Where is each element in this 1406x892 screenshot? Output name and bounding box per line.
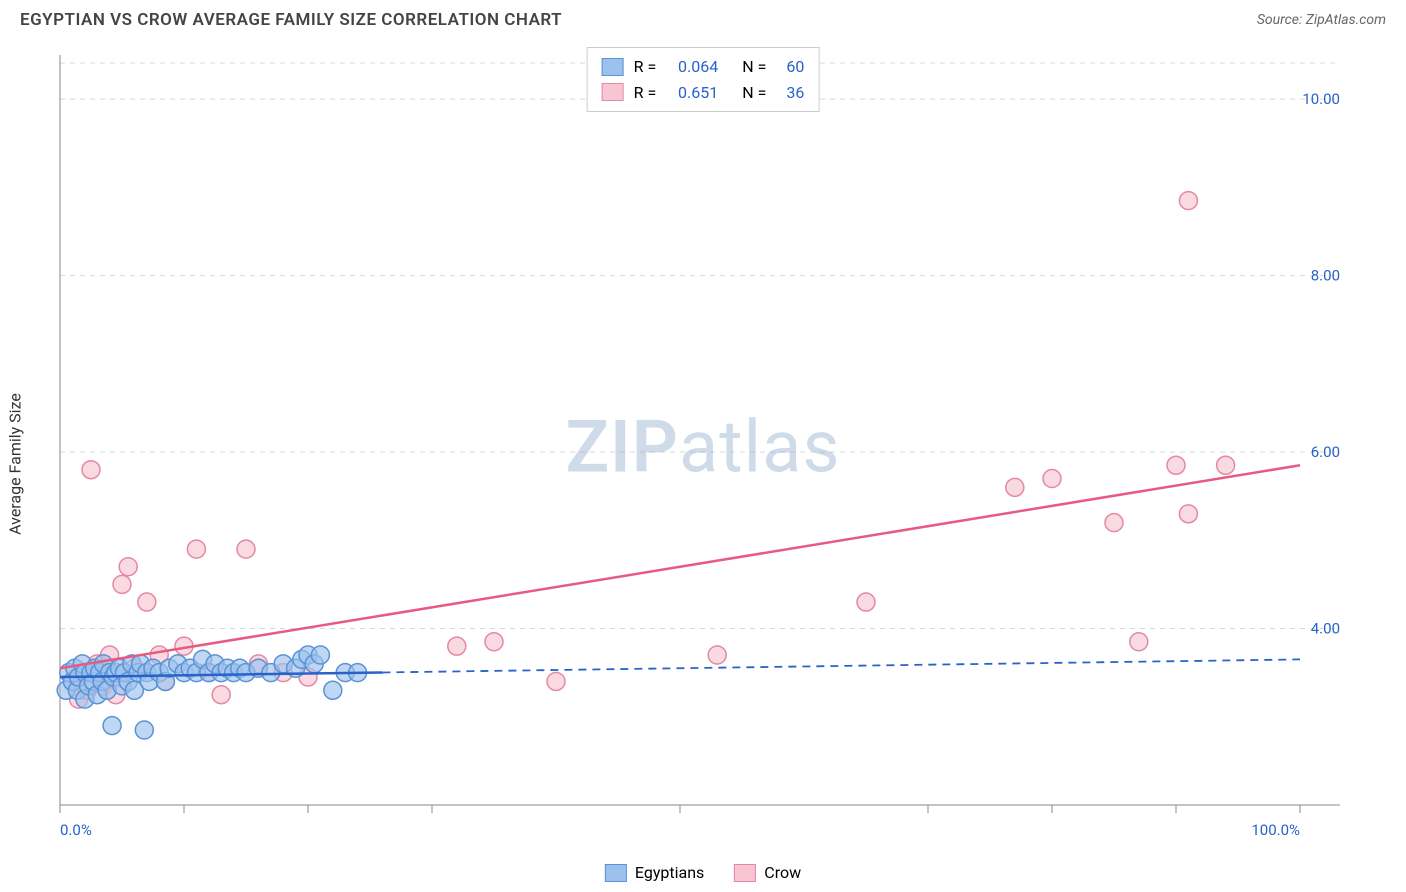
legend-item: Crow <box>734 863 801 882</box>
chart-header: EGYPTIAN VS CROW AVERAGE FAMILY SIZE COR… <box>0 0 1406 30</box>
svg-text:100.0%: 100.0% <box>1251 821 1300 839</box>
svg-text:0.0%: 0.0% <box>60 821 92 839</box>
legend-stat-row: R = 0.064 N = 60 <box>602 54 805 80</box>
n-label: N = <box>742 54 766 80</box>
legend-swatch <box>605 864 627 882</box>
legend-item: Egyptians <box>605 863 704 882</box>
series-legend: Egyptians Crow <box>605 863 801 882</box>
r-label: R = <box>634 54 657 80</box>
r-value: 0.064 <box>666 54 718 80</box>
svg-text:4.00: 4.00 <box>1311 620 1340 638</box>
correlation-legend: R = 0.064 N = 60 R = 0.651 N = 36 <box>587 47 820 112</box>
svg-text:8.00: 8.00 <box>1311 267 1340 285</box>
svg-text:6.00: 6.00 <box>1311 443 1340 461</box>
n-value: 60 <box>776 54 804 80</box>
r-label: R = <box>634 80 657 106</box>
r-value: 0.651 <box>666 80 718 106</box>
chart-title: EGYPTIAN VS CROW AVERAGE FAMILY SIZE COR… <box>20 10 562 30</box>
y-axis-label: Average Family Size <box>6 393 25 535</box>
legend-stat-row: R = 0.651 N = 36 <box>602 80 805 106</box>
legend-label: Crow <box>764 863 801 882</box>
n-value: 36 <box>776 80 804 106</box>
scatter-chart: 4.00 6.00 8.00 10.00 0.0% 100.0% <box>20 45 1340 845</box>
svg-text:10.00: 10.00 <box>1302 90 1340 108</box>
legend-label: Egyptians <box>635 863 704 882</box>
n-label: N = <box>742 80 766 106</box>
chart-container: Average Family Size ZIPatlas R =0.064N =… <box>20 45 1386 882</box>
legend-swatch <box>734 864 756 882</box>
legend-swatch <box>602 83 624 101</box>
legend-swatch <box>602 58 624 76</box>
source-attribution: Source: ZipAtlas.com <box>1257 12 1386 28</box>
